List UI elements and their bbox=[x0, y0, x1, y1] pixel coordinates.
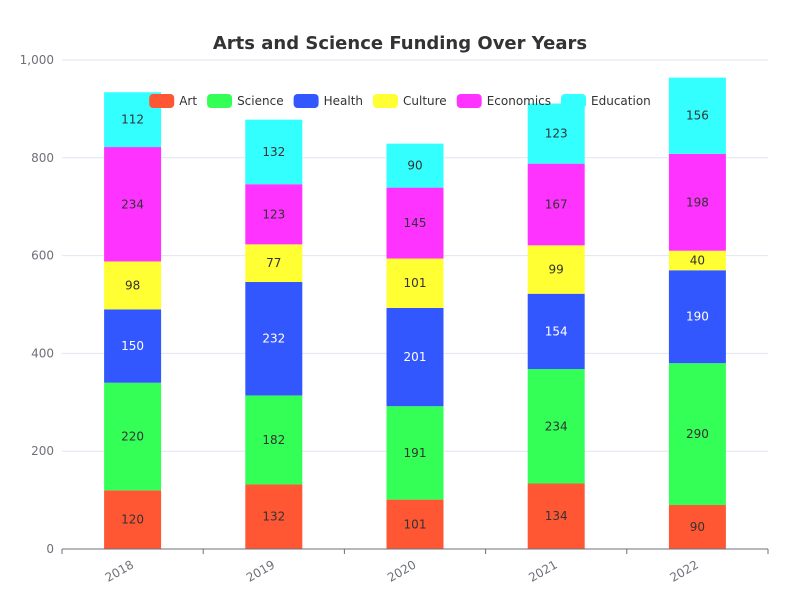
bar-segment-health-2020[interactable] bbox=[386, 307, 444, 407]
y-axis: 0 200 400 600 800 1,000 bbox=[20, 53, 54, 556]
data-label: 191 bbox=[404, 446, 427, 460]
data-label: 120 bbox=[121, 513, 144, 527]
legend-item-education[interactable]: Education bbox=[561, 94, 651, 108]
data-label: 201 bbox=[404, 350, 427, 364]
data-label: 132 bbox=[262, 510, 285, 524]
legend-swatch bbox=[207, 94, 233, 108]
bar-segment-art-2021[interactable] bbox=[527, 483, 585, 549]
y-tick-label: 200 bbox=[31, 444, 54, 458]
bar-segment-art-2018[interactable] bbox=[104, 490, 162, 549]
bar-segment-science-2021[interactable] bbox=[527, 369, 585, 484]
bar-segment-art-2019[interactable] bbox=[245, 484, 303, 549]
legend-item-science[interactable]: Science bbox=[207, 94, 284, 108]
data-label: 290 bbox=[686, 427, 709, 441]
data-label: 134 bbox=[545, 509, 568, 523]
data-label: 112 bbox=[121, 113, 144, 127]
bar-segment-education-2022[interactable] bbox=[668, 77, 726, 154]
legend-swatch bbox=[456, 94, 482, 108]
data-label: 182 bbox=[262, 433, 285, 447]
data-label: 198 bbox=[686, 195, 709, 209]
bar-segment-education-2021[interactable] bbox=[527, 103, 585, 164]
data-label: 150 bbox=[121, 339, 144, 353]
data-label: 123 bbox=[545, 127, 568, 141]
bars bbox=[104, 77, 726, 549]
bar-segment-health-2021[interactable] bbox=[527, 293, 585, 370]
bar-segment-culture-2021[interactable] bbox=[527, 245, 585, 294]
bar-segment-science-2019[interactable] bbox=[245, 395, 303, 485]
legend-label: Education bbox=[591, 94, 651, 108]
bar-segment-health-2019[interactable] bbox=[245, 282, 303, 396]
data-label: 220 bbox=[121, 430, 144, 444]
legend-swatch bbox=[149, 94, 175, 108]
bar-labels: 120 220 150 98 234 112 132 182 232 77 123 132 101 191… bbox=[121, 109, 709, 534]
bar-segment-culture-2020[interactable] bbox=[386, 258, 444, 308]
y-tick-label: 400 bbox=[31, 346, 54, 360]
bar-segment-economics-2021[interactable] bbox=[527, 163, 585, 246]
data-label: 77 bbox=[266, 256, 281, 270]
x-tick-label: 2020 bbox=[385, 557, 418, 584]
bar-segment-economics-2020[interactable] bbox=[386, 187, 444, 259]
x-axis: 2018 2019 2020 2021 2022 bbox=[61, 548, 769, 585]
legend[interactable]: Art Science Health Culture Economics Educatio… bbox=[149, 94, 651, 108]
data-label: 123 bbox=[262, 207, 285, 221]
legend-label: Health bbox=[324, 94, 363, 108]
data-label: 40 bbox=[690, 253, 705, 267]
legend-swatch bbox=[293, 94, 319, 108]
bar-segment-health-2022[interactable] bbox=[668, 270, 726, 364]
bar-segment-science-2018[interactable] bbox=[104, 382, 162, 491]
legend-swatch bbox=[561, 94, 587, 108]
x-tick-label: 2022 bbox=[667, 557, 700, 584]
legend-item-art[interactable]: Art bbox=[149, 94, 197, 108]
data-label: 132 bbox=[262, 145, 285, 159]
bar-segment-education-2019[interactable] bbox=[245, 119, 303, 185]
legend-item-economics[interactable]: Economics bbox=[456, 94, 551, 108]
legend-label: Culture bbox=[403, 94, 447, 108]
bar-segment-culture-2018[interactable] bbox=[104, 261, 162, 310]
y-tick-label: 600 bbox=[31, 249, 54, 263]
y-tick-label: 0 bbox=[46, 542, 54, 556]
bar-segment-health-2018[interactable] bbox=[104, 309, 162, 383]
data-label: 98 bbox=[125, 278, 140, 292]
bar-segment-culture-2022[interactable] bbox=[668, 250, 726, 271]
bar-segment-art-2020[interactable] bbox=[386, 499, 444, 549]
y-tick-label: 800 bbox=[31, 151, 54, 165]
bar-segment-economics-2019[interactable] bbox=[245, 184, 303, 245]
data-label: 101 bbox=[404, 276, 427, 290]
y-tick-label: 1,000 bbox=[20, 53, 54, 67]
data-label: 99 bbox=[549, 263, 564, 277]
x-tick-label: 2018 bbox=[103, 557, 136, 584]
data-label: 154 bbox=[545, 324, 568, 338]
data-label: 101 bbox=[404, 517, 427, 531]
bar-segment-education-2020[interactable] bbox=[386, 143, 444, 188]
legend-label: Science bbox=[237, 94, 284, 108]
x-tick-label: 2021 bbox=[526, 557, 559, 584]
bar-segment-science-2020[interactable] bbox=[386, 406, 444, 500]
data-label: 234 bbox=[121, 197, 144, 211]
data-label: 232 bbox=[262, 332, 285, 346]
legend-label: Art bbox=[179, 94, 197, 108]
legend-item-culture[interactable]: Culture bbox=[373, 94, 447, 108]
data-label: 234 bbox=[545, 419, 568, 433]
data-label: 90 bbox=[407, 159, 422, 173]
data-label: 167 bbox=[545, 197, 568, 211]
data-label: 90 bbox=[690, 520, 705, 534]
bar-segment-culture-2019[interactable] bbox=[245, 244, 303, 283]
bar-segment-science-2022[interactable] bbox=[668, 363, 726, 505]
bar-segment-art-2022[interactable] bbox=[668, 504, 726, 549]
legend-label: Economics bbox=[487, 94, 551, 108]
x-tick-label: 2019 bbox=[244, 557, 277, 584]
data-label: 156 bbox=[686, 109, 709, 123]
chart-title: Arts and Science Funding Over Years bbox=[213, 33, 587, 54]
bar-segment-economics-2018[interactable] bbox=[104, 147, 162, 262]
bar-segment-economics-2022[interactable] bbox=[668, 153, 726, 251]
legend-swatch bbox=[373, 94, 399, 108]
data-label: 145 bbox=[404, 216, 427, 230]
data-label: 190 bbox=[686, 310, 709, 324]
legend-item-health[interactable]: Health bbox=[293, 94, 363, 108]
